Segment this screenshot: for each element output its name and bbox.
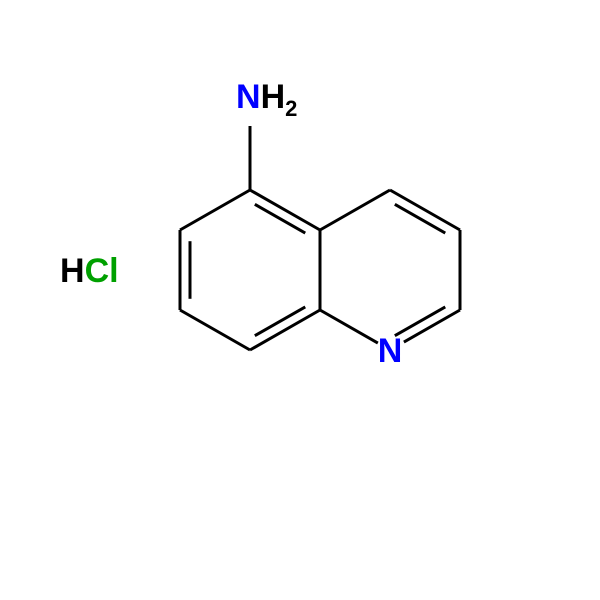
hcl-counterion: HCl bbox=[60, 252, 119, 290]
amino-group-seg: N bbox=[236, 78, 261, 116]
bond-C8a-C1 bbox=[250, 190, 320, 230]
amino-group-seg: H bbox=[261, 78, 286, 116]
amino-group-seg: 2 bbox=[285, 96, 297, 121]
bond-C4-C4a bbox=[250, 310, 320, 350]
hcl-counterion-seg: H bbox=[60, 252, 85, 290]
bond-C8a-C8 bbox=[320, 190, 390, 230]
ring-nitrogen: N bbox=[378, 332, 403, 370]
bond-C8-C7 bbox=[390, 190, 460, 230]
bond-N5-C4a bbox=[320, 310, 378, 343]
amino-group: NH2 bbox=[236, 78, 297, 121]
bond-C3-C4 bbox=[180, 310, 250, 350]
hcl-counterion-seg: Cl bbox=[85, 252, 119, 290]
bond-C1-C2 bbox=[180, 190, 250, 230]
ring-nitrogen-seg: N bbox=[378, 332, 403, 370]
molecule-canvas: NNH2HCl bbox=[0, 0, 600, 600]
